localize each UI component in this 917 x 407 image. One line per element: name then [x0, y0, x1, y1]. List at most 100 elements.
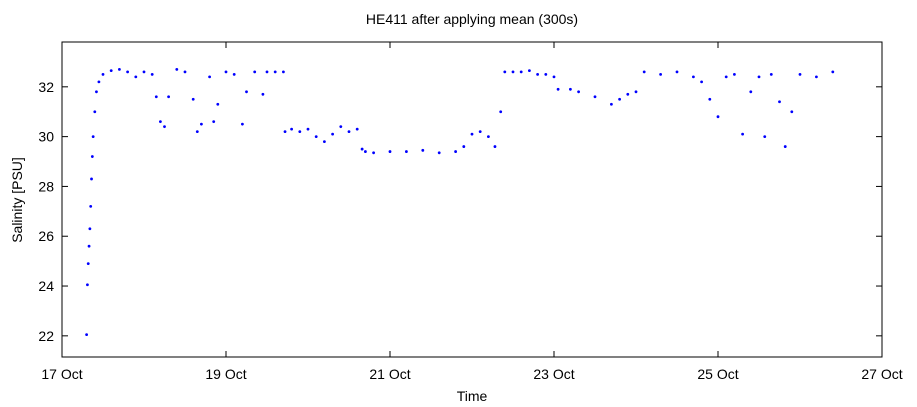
data-point: [163, 125, 166, 129]
data-point: [593, 95, 597, 99]
data-point: [454, 150, 457, 153]
data-point: [798, 72, 802, 76]
x-axis-label: Time: [457, 388, 488, 404]
data-point: [191, 97, 195, 101]
y-tick-label: 22: [38, 328, 54, 344]
data-point: [659, 72, 662, 76]
data-point: [724, 75, 728, 79]
data-point: [405, 150, 408, 153]
data-point: [769, 72, 773, 76]
data-point: [569, 87, 572, 91]
data-point: [154, 95, 158, 99]
data-point: [282, 70, 285, 74]
x-tick-label: 25 Oct: [697, 366, 738, 382]
data-point: [85, 333, 88, 336]
data-point: [642, 70, 646, 74]
data-point: [159, 120, 162, 124]
data-point: [499, 110, 503, 114]
data-point: [355, 127, 359, 131]
data-point: [253, 70, 257, 74]
plot-frame: [61, 41, 883, 358]
data-point: [478, 130, 482, 134]
y-tick-label: 24: [38, 278, 54, 294]
data-point: [716, 115, 720, 119]
data-point: [298, 130, 302, 134]
data-point: [265, 70, 269, 74]
data-point: [261, 92, 265, 96]
data-point: [323, 140, 326, 144]
data-point: [556, 87, 560, 91]
y-tick-label: 28: [38, 178, 54, 194]
data-point: [757, 75, 761, 79]
data-point: [487, 135, 490, 139]
data-point: [763, 135, 767, 139]
data-point: [109, 69, 113, 73]
data-point: [519, 70, 523, 74]
data-point: [528, 69, 531, 73]
x-tick-label: 21 Oct: [369, 366, 410, 382]
data-point: [700, 80, 703, 84]
x-tick-label: 23 Oct: [533, 366, 574, 382]
data-point: [610, 102, 613, 106]
x-tick-label: 27 Oct: [861, 366, 902, 382]
data-point: [175, 67, 179, 71]
data-point: [142, 70, 146, 74]
data-point: [675, 70, 679, 74]
data-point: [778, 100, 781, 104]
data-point: [283, 130, 287, 134]
data-point: [101, 72, 105, 76]
data-point: [95, 90, 98, 94]
data-point: [749, 90, 753, 94]
data-point: [741, 132, 744, 136]
data-point: [290, 127, 293, 131]
y-tick-label: 30: [38, 129, 54, 145]
data-point: [493, 145, 497, 148]
data-point: [241, 122, 244, 126]
data-point: [91, 135, 95, 139]
data-point: [93, 110, 97, 114]
data-point: [577, 90, 580, 94]
data-point: [86, 262, 90, 266]
data-point: [462, 145, 466, 148]
data-point: [212, 120, 216, 124]
data-point: [708, 97, 712, 101]
data-point: [331, 132, 334, 136]
data-point: [831, 70, 835, 74]
y-tick-label: 26: [38, 228, 54, 244]
data-point: [216, 102, 220, 106]
data-point: [692, 75, 695, 79]
data-point: [339, 125, 343, 129]
data-point: [90, 177, 93, 181]
data-point: [437, 151, 441, 155]
data-point: [88, 227, 92, 231]
data-point: [89, 204, 93, 208]
data-point: [372, 151, 375, 155]
data-point: [86, 283, 89, 287]
data-point: [87, 244, 91, 248]
data-point: [470, 132, 474, 136]
data-point: [232, 72, 236, 76]
data-point: [314, 135, 318, 139]
data-point: [150, 72, 154, 76]
data-point: [552, 75, 556, 79]
data-point: [208, 75, 212, 79]
x-tick-label: 17 Oct: [41, 366, 82, 382]
data-point: [544, 72, 548, 76]
data-point: [245, 90, 248, 94]
y-axis-label: Salinity [PSU]: [9, 157, 25, 243]
data-point: [118, 67, 121, 71]
data-point: [364, 150, 367, 153]
data-point: [421, 148, 425, 152]
data-point: [306, 127, 310, 131]
data-point: [167, 95, 171, 99]
data-point: [183, 70, 187, 74]
data-point: [200, 122, 203, 126]
data-point: [733, 72, 736, 76]
data-point: [134, 75, 138, 79]
data-point: [626, 92, 630, 96]
chart-title: HE411 after applying mean (300s): [366, 11, 578, 27]
data-point: [790, 110, 794, 114]
data-point: [503, 70, 507, 74]
x-tick-label: 19 Oct: [205, 366, 246, 382]
